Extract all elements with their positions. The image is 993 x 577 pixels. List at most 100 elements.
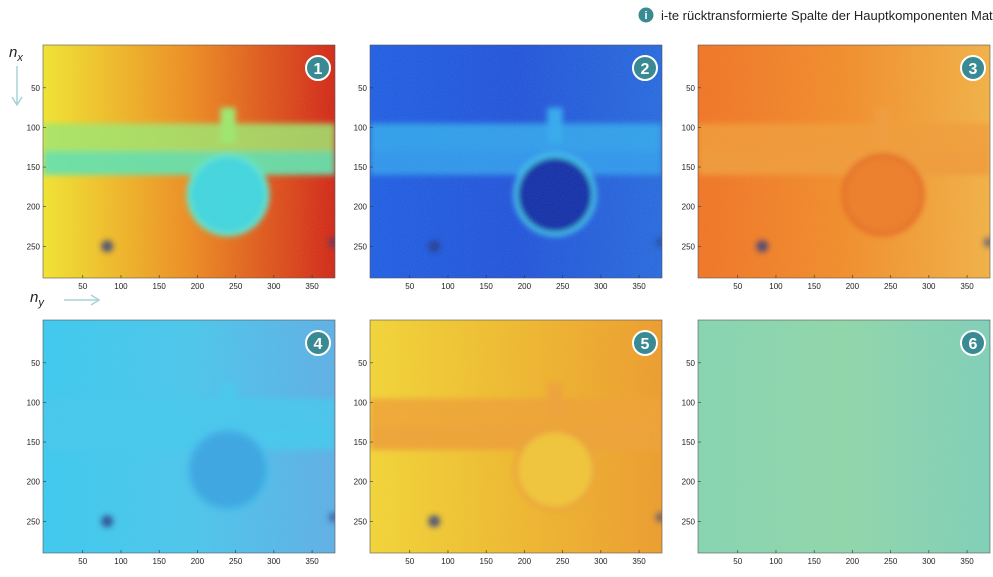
x-tick-label: 200 [518, 282, 532, 291]
heatmap-image [43, 320, 338, 553]
x-tick-label: 200 [191, 282, 205, 291]
y-tick-label: 100 [682, 123, 696, 132]
x-tick-label: 200 [191, 557, 205, 566]
x-tick-label: 150 [480, 282, 494, 291]
y-tick-label: 150 [354, 163, 368, 172]
noise [43, 45, 335, 278]
x-tick-label: 300 [594, 557, 608, 566]
x-tick-label: 50 [405, 282, 414, 291]
y-tick-label: 250 [27, 242, 41, 251]
x-tick-label: 300 [922, 282, 936, 291]
x-tick-label: 100 [114, 557, 128, 566]
x-tick-label: 350 [960, 557, 974, 566]
label-base: n [9, 44, 17, 61]
x-tick-label: 250 [884, 282, 898, 291]
x-tick-label: 300 [922, 557, 936, 566]
heatmap-image [43, 45, 338, 278]
x-tick-label: 150 [808, 557, 822, 566]
x-tick-label: 150 [808, 282, 822, 291]
y-tick-label: 150 [682, 163, 696, 172]
y-tick-label: 200 [27, 203, 41, 212]
x-tick-label: 50 [733, 282, 742, 291]
y-axis-label: nx [9, 44, 23, 64]
x-tick-label: 250 [556, 557, 570, 566]
x-tick-label: 100 [441, 282, 455, 291]
x-tick-label: 250 [556, 282, 570, 291]
x-tick-label: 100 [441, 557, 455, 566]
heatmap-image [370, 320, 665, 553]
y-tick-label: 150 [27, 163, 41, 172]
label-base: n [30, 289, 38, 306]
heatmap-image [698, 320, 990, 553]
panel-number: 1 [314, 61, 323, 78]
x-tick-label: 200 [846, 282, 860, 291]
y-tick-label: 250 [682, 517, 696, 526]
heatmap-image [698, 45, 993, 278]
heatmap-image [370, 45, 665, 278]
y-tick-label: 50 [686, 359, 695, 368]
x-tick-label: 50 [733, 557, 742, 566]
y-tick-label: 250 [27, 517, 41, 526]
x-tick-label: 50 [405, 557, 414, 566]
figure: i i-te rücktransformierte Spalte der Hau… [0, 0, 993, 572]
panel-number: 4 [314, 336, 323, 353]
x-tick-label: 350 [632, 557, 646, 566]
noise [370, 45, 662, 278]
noise [43, 320, 335, 553]
legend-text: i-te rücktransformierte Spalte der Haupt… [661, 8, 993, 23]
x-tick-label: 150 [480, 557, 494, 566]
y-tick-label: 150 [27, 438, 41, 447]
x-tick-label: 350 [960, 282, 974, 291]
y-tick-label: 100 [27, 123, 41, 132]
x-tick-label: 150 [153, 282, 167, 291]
noise [698, 45, 990, 278]
x-tick-label: 200 [846, 557, 860, 566]
x-tick-label: 250 [229, 282, 243, 291]
x-tick-label: 50 [78, 282, 87, 291]
legend: i i-te rücktransformierte Spalte der Hau… [639, 8, 993, 24]
y-tick-label: 250 [354, 242, 368, 251]
x-tick-label: 50 [78, 557, 87, 566]
x-tick-label: 150 [153, 557, 167, 566]
y-tick-label: 100 [682, 398, 696, 407]
y-tick-label: 50 [31, 359, 40, 368]
y-tick-label: 200 [354, 203, 368, 212]
y-tick-label: 150 [354, 438, 368, 447]
panel-number: 2 [641, 61, 650, 78]
x-axis-label: ny [30, 289, 45, 309]
panel-number: 6 [969, 336, 978, 353]
y-tick-label: 150 [682, 438, 696, 447]
panel-number: 5 [641, 336, 650, 353]
y-tick-label: 50 [358, 84, 367, 93]
panel-number: 3 [969, 61, 978, 78]
label-sub: x [16, 52, 23, 64]
y-tick-label: 50 [358, 359, 367, 368]
y-tick-label: 100 [27, 398, 41, 407]
x-tick-label: 250 [229, 557, 243, 566]
x-tick-label: 300 [267, 557, 281, 566]
y-tick-label: 200 [354, 478, 368, 487]
y-tick-label: 200 [682, 203, 696, 212]
y-tick-label: 200 [682, 478, 696, 487]
y-tick-label: 50 [686, 84, 695, 93]
x-tick-label: 300 [594, 282, 608, 291]
x-tick-label: 250 [884, 557, 898, 566]
x-tick-label: 350 [305, 557, 319, 566]
y-tick-label: 100 [354, 398, 368, 407]
x-tick-label: 100 [769, 557, 783, 566]
noise [698, 320, 990, 553]
x-tick-label: 200 [518, 557, 532, 566]
panel: 50 100 150 200 250 300 350 50 100 150 200 250 6 [682, 320, 990, 566]
x-tick-label: 300 [267, 282, 281, 291]
x-tick-label: 350 [632, 282, 646, 291]
y-tick-label: 250 [682, 242, 696, 251]
y-tick-label: 50 [31, 84, 40, 93]
info-icon-text: i [644, 10, 647, 22]
noise [370, 320, 662, 553]
x-tick-label: 100 [114, 282, 128, 291]
